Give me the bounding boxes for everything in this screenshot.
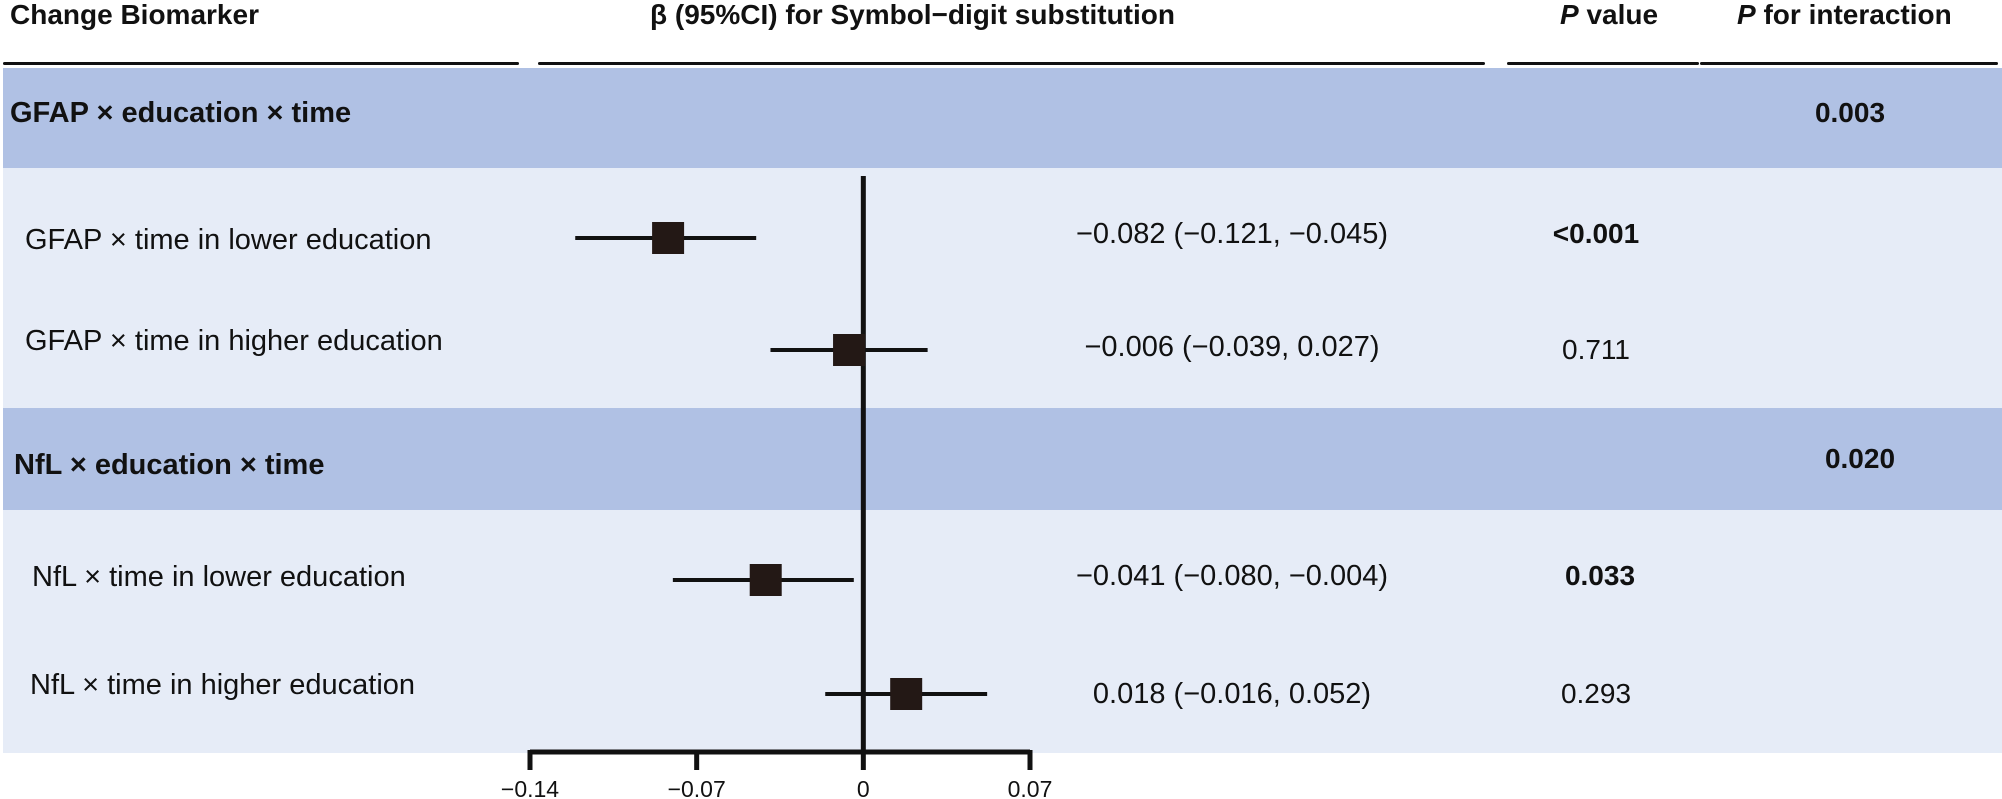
row-label-nfl-higher: NfL × time in higher education — [30, 669, 416, 701]
group-label-gfap: GFAP × education × time — [10, 97, 352, 129]
x-tick-label: 0.07 — [1008, 776, 1053, 799]
header-rule-1 — [3, 62, 519, 65]
point-estimate — [833, 334, 866, 366]
x-tick-label: −0.07 — [668, 776, 726, 799]
point-estimate — [890, 678, 923, 710]
row-label-gfap-lower: GFAP × time in lower education — [25, 224, 432, 256]
ci-text-gfap-lower: −0.082 (−0.121, −0.045) — [1075, 218, 1388, 250]
p-value-nfl-lower: 0.033 — [1564, 560, 1636, 591]
point-estimate — [652, 222, 685, 254]
ci-text-gfap-higher: −0.006 (−0.039, 0.027) — [1084, 331, 1380, 363]
header-pint-rest: for interaction — [1755, 0, 1952, 30]
header-rule-3 — [1507, 62, 1699, 65]
p-value-gfap-lower: <0.001 — [1552, 218, 1640, 249]
header-rule-4 — [1700, 62, 1998, 65]
p-value-gfap-higher: 0.711 — [1562, 334, 1630, 365]
sub-band-nfl — [3, 510, 2002, 753]
group-band-nfl — [3, 408, 2002, 510]
x-tick-label: 0 — [857, 776, 870, 799]
header-p-interaction: P for interaction — [1737, 0, 1952, 30]
header-beta: β (95%CI) for Symbol−digit substitution — [650, 0, 1175, 30]
header-biomarker: Change Biomarker — [10, 0, 259, 30]
header-p-value: P value — [1560, 0, 1658, 30]
header-p-italic: P — [1560, 0, 1579, 30]
p-value-nfl-higher: 0.293 — [1560, 678, 1632, 709]
x-tick-label: −0.14 — [501, 776, 559, 799]
p-interaction-nfl: 0.020 — [1824, 443, 1896, 474]
header-pint-italic: P — [1737, 0, 1756, 30]
sub-band-gfap — [3, 168, 2002, 408]
ci-text-nfl-lower: −0.041 (−0.080, −0.004) — [1075, 560, 1388, 592]
point-estimate — [749, 564, 782, 596]
group-band-gfap — [3, 68, 2002, 168]
row-label-gfap-higher: GFAP × time in higher education — [25, 325, 443, 357]
row-label-nfl-lower: NfL × time in lower education — [32, 561, 406, 593]
ci-text-nfl-higher: 0.018 (−0.016, 0.052) — [1092, 678, 1372, 710]
p-interaction-gfap: 0.003 — [1814, 97, 1886, 128]
header-p-rest: value — [1578, 0, 1659, 30]
header-rule-2 — [538, 62, 1485, 65]
group-label-nfl: NfL × education × time — [14, 449, 325, 481]
